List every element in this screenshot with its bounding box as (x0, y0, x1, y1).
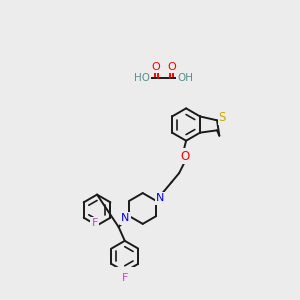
Text: F: F (92, 218, 98, 228)
Text: N: N (156, 194, 164, 203)
Text: S: S (219, 111, 226, 124)
Text: N: N (121, 214, 130, 224)
Text: O: O (181, 150, 190, 163)
Text: F: F (122, 273, 128, 283)
Text: O: O (152, 62, 161, 72)
Text: OH: OH (177, 73, 193, 83)
Text: O: O (167, 62, 176, 72)
Text: HO: HO (134, 73, 150, 83)
